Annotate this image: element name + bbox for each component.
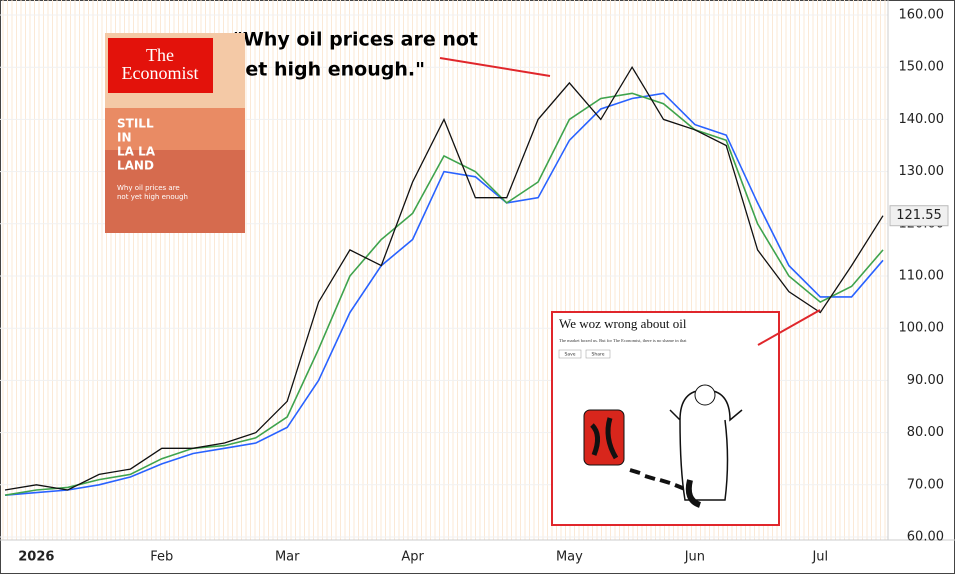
x-tick-label: Feb xyxy=(150,550,173,565)
y-tick-label: 140.00 xyxy=(899,112,945,127)
y-tick-label: 160.00 xyxy=(899,8,945,23)
y-tick-label: 110.00 xyxy=(899,269,945,284)
x-tick-label: 2026 xyxy=(18,550,54,565)
y-tick-label: 70.00 xyxy=(907,477,944,492)
plot xyxy=(4,65,884,496)
x-tick-label: Jun xyxy=(684,550,705,565)
masthead-box xyxy=(108,38,213,93)
x-tick-label: Apr xyxy=(401,550,424,565)
cover-smoke xyxy=(105,150,245,233)
y-tick-label: 90.00 xyxy=(907,373,944,388)
inset-standfirst: The market boxed us. But for The Economi… xyxy=(559,338,687,344)
share-label: Share xyxy=(592,352,605,358)
cover-headline: STILL xyxy=(117,117,154,131)
y-tick-label: 100.00 xyxy=(899,321,945,336)
masthead: The xyxy=(146,45,174,65)
figure-head xyxy=(694,384,716,406)
article-inset: We woz wrong about oil The market boxed … xyxy=(551,311,780,526)
masthead: Economist xyxy=(122,63,199,83)
series-line xyxy=(4,92,884,496)
quote-line: yet high enough." xyxy=(233,59,425,81)
x-tick-label: Jul xyxy=(811,550,828,565)
series-line xyxy=(4,92,884,496)
save-button[interactable] xyxy=(558,349,582,359)
grid xyxy=(0,0,888,540)
y-tick-label: 60.00 xyxy=(907,530,944,545)
cover-headline: LAND xyxy=(117,159,154,173)
x-tick-label: Mar xyxy=(275,550,300,565)
y-tick-label: 80.00 xyxy=(907,425,944,440)
x-tick-label: May xyxy=(556,550,583,565)
y-tick-label: 130.00 xyxy=(899,164,945,179)
footprints xyxy=(629,468,686,491)
magazine-cover: The Economist STILL IN LA LA LAND Why oi… xyxy=(105,33,245,233)
quote-line: "Why oil prices are not xyxy=(233,29,478,51)
paint-drip xyxy=(590,417,619,460)
series-line xyxy=(4,65,884,491)
cover-subhead: Why oil prices are xyxy=(117,184,180,192)
share-button[interactable] xyxy=(585,349,611,359)
arrow xyxy=(757,309,821,346)
paint-stain xyxy=(685,479,702,508)
y-tick-label: 150.00 xyxy=(899,60,945,75)
cover-subhead: not yet high enough xyxy=(117,193,188,201)
price-tag xyxy=(889,205,949,227)
arrow xyxy=(439,57,551,77)
cover-headline: LA LA xyxy=(117,145,156,159)
save-label: Save xyxy=(564,352,575,358)
price-tag-label: 121.55 xyxy=(896,208,942,223)
inset-title: We woz wrong about oil xyxy=(559,316,687,331)
cover-headline: IN xyxy=(117,131,132,145)
